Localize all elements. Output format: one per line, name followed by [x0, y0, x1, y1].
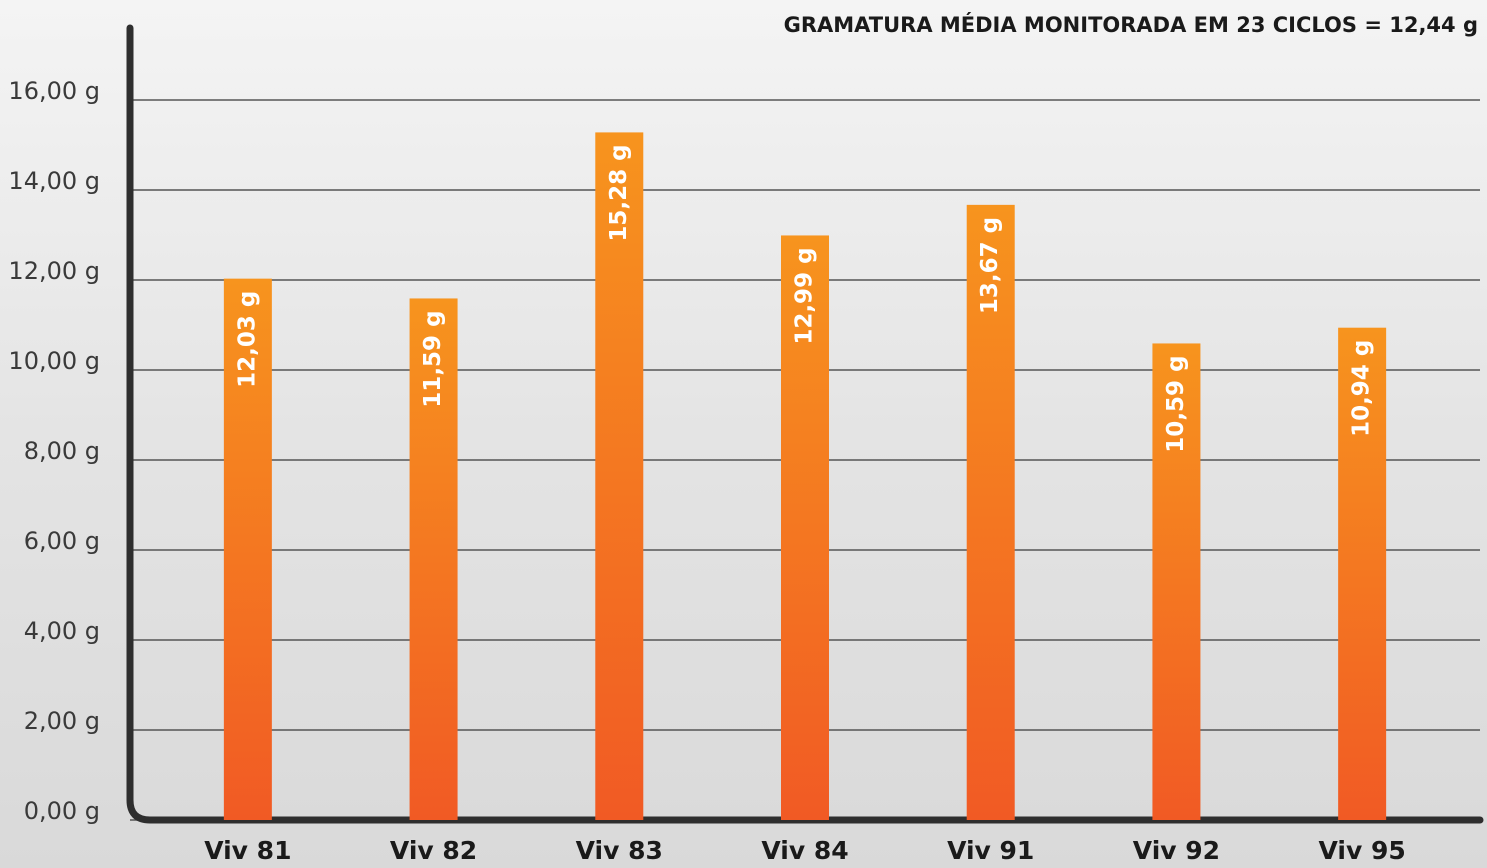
value-label: 13,67 g: [977, 217, 1003, 314]
axis: [126, 24, 1484, 824]
y-tick-label: 0,00 g: [24, 797, 100, 825]
y-tick-label: 8,00 g: [24, 437, 100, 465]
x-tick-label: Viv 92: [1133, 836, 1220, 865]
y-tick-label: 16,00 g: [8, 77, 100, 105]
y-tick-label: 4,00 g: [24, 617, 100, 645]
bar: [781, 235, 829, 820]
bar: [595, 132, 644, 820]
x-tick-label: Viv 84: [761, 836, 848, 865]
y-tick-label: 10,00 g: [8, 347, 100, 375]
x-tick-label: Viv 91: [947, 836, 1034, 865]
x-tick-label: Viv 83: [576, 836, 663, 865]
y-tick-label: 14,00 g: [8, 167, 100, 195]
value-label: 12,03 g: [234, 291, 260, 388]
bar: [1338, 327, 1387, 820]
value-label: 10,59 g: [1163, 355, 1189, 452]
chart-title: GRAMATURA MÉDIA MONITORADA EM 23 CICLOS …: [784, 12, 1478, 37]
bar: [966, 204, 1015, 821]
bar: [409, 298, 458, 820]
value-label: 11,59 g: [420, 310, 446, 407]
bar: [223, 278, 272, 820]
y-tick-label: 6,00 g: [24, 527, 100, 555]
value-label: 10,94 g: [1349, 340, 1375, 437]
x-tick-label: Viv 81: [204, 836, 291, 865]
value-label: 12,99 g: [792, 247, 818, 344]
bar: [1152, 343, 1201, 820]
x-tick-label: Viv 95: [1319, 836, 1406, 865]
y-tick-label: 2,00 g: [24, 707, 100, 735]
x-tick-label: Viv 82: [390, 836, 477, 865]
y-tick-label: 12,00 g: [8, 257, 100, 285]
value-label: 15,28 g: [606, 144, 632, 241]
